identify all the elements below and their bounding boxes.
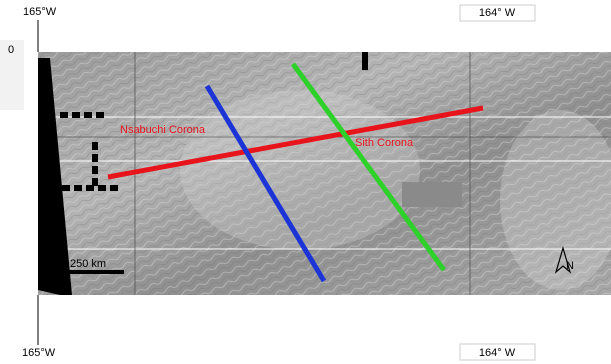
latitude-label: 0 — [8, 44, 14, 56]
longitude-label: 164° W — [479, 347, 516, 359]
longitude-label: 164° W — [479, 7, 516, 19]
longitude-label: 165°W — [23, 6, 57, 18]
north-label: N — [566, 260, 574, 272]
longitude-label: 165°W — [22, 347, 56, 359]
feature-label: Nsabuchi Corona — [120, 124, 206, 136]
feature-label: Sith Corona — [355, 137, 414, 149]
map: Nsabuchi Corona Sith Corona 250 km N 165… — [0, 0, 611, 364]
scale-bar-label: 250 km — [70, 258, 106, 270]
scale-bar — [42, 270, 124, 274]
